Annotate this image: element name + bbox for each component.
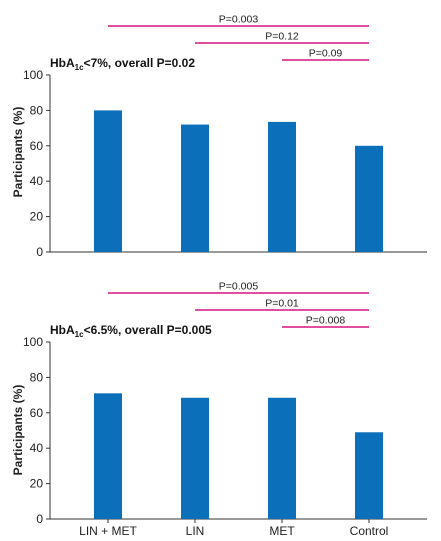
panel2-y-tick-label: 20 (30, 477, 44, 491)
panel1-y-tick-label: 20 (30, 210, 44, 224)
panel1-y-tick-label: 60 (30, 139, 44, 153)
panel2-comparison-pvalue: P=0.008 (306, 315, 346, 327)
panel2-x-tick-label: LIN + MET (79, 524, 137, 538)
panel2-bar-met (268, 397, 296, 519)
panel2-y-tick-label: 80 (30, 370, 44, 384)
panel1-y-tick-label: 0 (36, 245, 43, 259)
panel1-y-tick-label: 100 (23, 68, 43, 82)
panel1-y-axis-label: Participants (%) (11, 107, 25, 198)
panel2-comparison-pvalue: P=0.01 (265, 298, 299, 310)
panel1-title: HbA1c<7%, overall P=0.02 (50, 56, 195, 72)
panel1-bar-met (268, 121, 296, 252)
panel2-y-tick-label: 100 (23, 335, 43, 349)
panel2-x-tick-label: MET (269, 524, 295, 538)
panel1-bar-control (355, 145, 383, 252)
panel1-comparison-pvalue: P=0.003 (219, 14, 259, 26)
panel2-comparison-pvalue: P=0.005 (219, 281, 259, 293)
panel2-y-tick-label: 60 (30, 406, 44, 420)
panel2-bar-control (355, 432, 383, 519)
panel1-bar-lin (181, 124, 209, 252)
panel1-comparison-pvalue: P=0.09 (309, 48, 343, 60)
panel2-title: HbA1c<6.5%, overall P=0.005 (50, 323, 212, 339)
panel1-bar-lin-met (94, 110, 122, 253)
panel2-bar-lin (181, 397, 209, 519)
panel2-x-tick-label: LIN (186, 524, 205, 538)
panel2-y-tick-label: 0 (36, 512, 43, 526)
panel1-y-tick-label: 40 (30, 174, 44, 188)
panel1-y-tick-label: 80 (30, 103, 44, 117)
panel2-bar-lin-met (94, 393, 122, 519)
panel2-y-tick-label: 40 (30, 441, 44, 455)
panel2-x-tick-label: Control (350, 524, 389, 538)
panel1-comparison-pvalue: P=0.12 (265, 31, 299, 43)
panel2-y-axis-label: Participants (%) (11, 385, 25, 476)
